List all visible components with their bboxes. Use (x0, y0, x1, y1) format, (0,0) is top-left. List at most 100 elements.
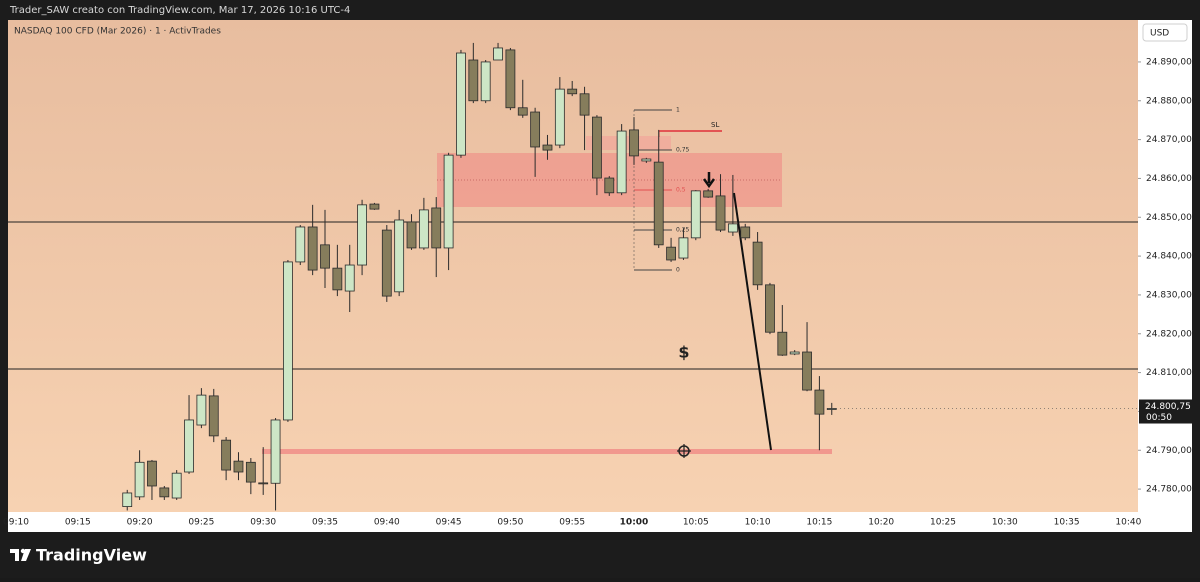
candle-body (270, 419, 281, 484)
candle-body (480, 61, 491, 102)
candle-body (307, 226, 318, 271)
candle-body (826, 408, 837, 410)
dollar-label: $ (678, 343, 689, 362)
y-tick-label: 24.860,00 (1146, 174, 1192, 184)
candle-body (517, 107, 528, 116)
candle-body (542, 144, 553, 151)
x-tick-label: 10:20 (868, 518, 894, 528)
y-tick-label: 24.810,00 (1146, 368, 1192, 378)
price-axis (1138, 20, 1192, 512)
x-tick-label: 10:25 (930, 518, 956, 528)
x-tick-label: 09:35 (312, 518, 338, 528)
currency[interactable]: USD (1150, 29, 1169, 39)
candle-body (320, 244, 330, 269)
x-tick-label: 09:55 (559, 518, 585, 528)
candle-body (604, 177, 615, 194)
candle-body (208, 395, 219, 437)
y-tick-label: 24.880,00 (1146, 96, 1192, 106)
candle-body (196, 394, 207, 426)
brand-logo (10, 548, 31, 561)
candle-body (727, 223, 738, 233)
candle-body (394, 219, 405, 293)
zone-small (586, 136, 671, 150)
candle-body (245, 461, 256, 483)
x-tick-label: 10:10 (745, 518, 771, 528)
candle-body (443, 154, 454, 249)
target-cross (677, 444, 691, 458)
y-tick-label: 24.850,00 (1146, 213, 1192, 223)
x-tick-label: 09:45 (436, 518, 462, 528)
candle-body (802, 351, 812, 391)
candle-body (703, 190, 714, 198)
candle-body (258, 482, 269, 485)
candle-body (456, 52, 466, 156)
candle-body (233, 460, 244, 473)
currency-box[interactable] (1142, 23, 1188, 42)
fib-label: 1 (676, 107, 680, 114)
candle-body (381, 229, 392, 297)
fib-label: 0 (676, 267, 680, 274)
candle-body (344, 264, 355, 292)
trend-line (733, 192, 772, 451)
plot: 1 0,75 0,5 0,25 0 SL $ (8, 42, 1138, 511)
candle-body (468, 59, 479, 102)
y-tick-label: 24.780,00 (1146, 485, 1192, 495)
candle-body (752, 241, 763, 286)
candle-body (171, 472, 182, 499)
candle-body (505, 49, 516, 109)
time-axis (8, 512, 1192, 532)
stop-loss-label: SL (711, 121, 719, 129)
candle-body (332, 267, 343, 291)
fib-label: 0,5 (676, 187, 686, 194)
candle-body (653, 161, 664, 246)
candle-body (678, 237, 689, 259)
x-tick-label: 09:25 (188, 518, 214, 528)
candle-body (530, 111, 541, 148)
x-tick-label: 10:00 (620, 518, 649, 528)
candle-body (221, 439, 232, 471)
candle-body (666, 246, 676, 261)
x-tick-label: 10:35 (1054, 518, 1080, 528)
candle-body (554, 88, 565, 146)
brand: TradingView (36, 546, 147, 565)
x-tick-label: 09:40 (374, 518, 400, 528)
candle-body (740, 226, 751, 239)
countdown: 00:50 (1146, 413, 1172, 423)
candle-body (629, 129, 639, 157)
y-tick-label: 24.840,00 (1146, 252, 1192, 262)
x-tick-label: 09:30 (250, 518, 276, 528)
caption: Trader_SAW creato con TradingView.com, M… (9, 5, 350, 16)
candle-body (715, 195, 726, 231)
candle-body (431, 207, 442, 249)
last-price-label: 24.800,75 (1145, 402, 1191, 412)
x-tick-label: 09:50 (497, 518, 523, 528)
candle-body (567, 88, 578, 95)
last-price-box (1139, 399, 1192, 424)
x-tick-label: 10:05 (683, 518, 709, 528)
candle-body (789, 351, 800, 355)
candle-body (159, 487, 170, 498)
x-tick-label: 09:15 (65, 518, 91, 528)
candle-body (616, 130, 627, 194)
plot-area (8, 20, 1138, 512)
candle-body (641, 158, 652, 162)
candle-body (765, 284, 775, 333)
candle-body (418, 209, 429, 249)
x-tick-label: 10:30 (992, 518, 1018, 528)
fib-label: 0,75 (676, 147, 690, 154)
x-tick-label: 10:40 (1115, 518, 1141, 528)
fib-label: 0,25 (676, 227, 690, 234)
candle-body (493, 47, 503, 61)
y-tick-label: 24.890,00 (1146, 57, 1192, 67)
candle-body (690, 190, 701, 239)
candle-body (814, 389, 825, 415)
symbol-title: NASDAQ 100 CFD (Mar 2026) · 1 · ActivTra… (14, 27, 221, 37)
y-tick-label: 24.820,00 (1146, 329, 1192, 339)
candle-body (184, 419, 194, 473)
y-tick-label: 24.830,00 (1146, 290, 1192, 300)
candle-body (147, 460, 157, 487)
candle-body (283, 261, 293, 421)
x-tick-label: 09:10 (3, 518, 29, 528)
